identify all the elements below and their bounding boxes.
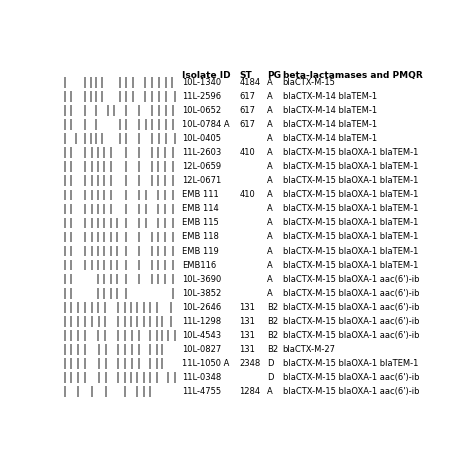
Text: 2348: 2348 bbox=[239, 359, 261, 368]
Text: blaCTX-M-15: blaCTX-M-15 bbox=[283, 78, 336, 87]
Text: A: A bbox=[267, 162, 273, 171]
Text: 410: 410 bbox=[239, 191, 255, 200]
Text: blaCTX-M-15 blaOXA-1 blaTEM-1: blaCTX-M-15 blaOXA-1 blaTEM-1 bbox=[283, 148, 418, 157]
Text: blaCTX-M-15 blaOXA-1 blaTEM-1: blaCTX-M-15 blaOXA-1 blaTEM-1 bbox=[283, 261, 418, 270]
Text: A: A bbox=[267, 106, 273, 115]
Text: blaCTX-M-15 blaOXA-1 blaTEM-1: blaCTX-M-15 blaOXA-1 blaTEM-1 bbox=[283, 191, 418, 200]
Text: B2: B2 bbox=[267, 345, 278, 354]
Text: 617: 617 bbox=[239, 120, 255, 129]
Text: blaCTX-M-15 blaOXA-1 aac(6')-ib: blaCTX-M-15 blaOXA-1 aac(6')-ib bbox=[283, 317, 419, 326]
Text: A: A bbox=[267, 204, 273, 213]
Text: 10L-3852: 10L-3852 bbox=[182, 289, 221, 298]
Text: 10L-0652: 10L-0652 bbox=[182, 106, 221, 115]
Text: EMB 118: EMB 118 bbox=[182, 233, 219, 241]
Text: blaCTX-M-15 blaOXA-1 blaTEM-1: blaCTX-M-15 blaOXA-1 blaTEM-1 bbox=[283, 219, 418, 228]
Text: 131: 131 bbox=[239, 345, 255, 354]
Text: A: A bbox=[267, 134, 273, 143]
Text: 11L-0348: 11L-0348 bbox=[182, 373, 221, 382]
Text: blaCTX-M-15 blaOXA-1 blaTEM-1: blaCTX-M-15 blaOXA-1 blaTEM-1 bbox=[283, 176, 418, 185]
Text: B2: B2 bbox=[267, 331, 278, 340]
Text: 410: 410 bbox=[239, 148, 255, 157]
Text: A: A bbox=[267, 176, 273, 185]
Text: 10L-1340: 10L-1340 bbox=[182, 78, 221, 87]
Text: blaCTX-M-14 blaTEM-1: blaCTX-M-14 blaTEM-1 bbox=[283, 134, 377, 143]
Text: A: A bbox=[267, 78, 273, 87]
Text: blaCTX-M-15 blaOXA-1 aac(6')-ib: blaCTX-M-15 blaOXA-1 aac(6')-ib bbox=[283, 373, 419, 382]
Text: blaCTX-M-15 blaOXA-1 aac(6')-ib: blaCTX-M-15 blaOXA-1 aac(6')-ib bbox=[283, 303, 419, 312]
Text: A: A bbox=[267, 274, 273, 283]
Text: blaCTX-M-15 blaOXA-1 aac(6')-ib: blaCTX-M-15 blaOXA-1 aac(6')-ib bbox=[283, 274, 419, 283]
Text: A: A bbox=[267, 92, 273, 101]
Text: EMB 119: EMB 119 bbox=[182, 246, 219, 255]
Text: EMB 114: EMB 114 bbox=[182, 204, 219, 213]
Text: EMB 115: EMB 115 bbox=[182, 219, 219, 228]
Text: A: A bbox=[267, 219, 273, 228]
Text: 131: 131 bbox=[239, 331, 255, 340]
Text: A: A bbox=[267, 387, 273, 396]
Text: 617: 617 bbox=[239, 106, 255, 115]
Text: beta-lactamases and PMQR: beta-lactamases and PMQR bbox=[283, 71, 422, 80]
Text: B2: B2 bbox=[267, 303, 278, 312]
Text: blaCTX-M-15 blaOXA-1 blaTEM-1: blaCTX-M-15 blaOXA-1 blaTEM-1 bbox=[283, 246, 418, 255]
Text: 11L-4755: 11L-4755 bbox=[182, 387, 221, 396]
Text: blaCTX-M-15 blaOXA-1 blaTEM-1: blaCTX-M-15 blaOXA-1 blaTEM-1 bbox=[283, 359, 418, 368]
Text: blaCTX-M-14 blaTEM-1: blaCTX-M-14 blaTEM-1 bbox=[283, 92, 377, 101]
Text: EMB116: EMB116 bbox=[182, 261, 216, 270]
Text: Isolate ID: Isolate ID bbox=[182, 71, 230, 80]
Text: A: A bbox=[267, 289, 273, 298]
Text: 10L-4543: 10L-4543 bbox=[182, 331, 221, 340]
Text: D: D bbox=[267, 359, 273, 368]
Text: blaCTX-M-14 blaTEM-1: blaCTX-M-14 blaTEM-1 bbox=[283, 120, 377, 129]
Text: blaCTX-M-14 blaTEM-1: blaCTX-M-14 blaTEM-1 bbox=[283, 106, 377, 115]
Text: 11L-1050 A: 11L-1050 A bbox=[182, 359, 229, 368]
Text: A: A bbox=[267, 261, 273, 270]
Text: A: A bbox=[267, 148, 273, 157]
Text: blaCTX-M-15 blaOXA-1 aac(6')-ib: blaCTX-M-15 blaOXA-1 aac(6')-ib bbox=[283, 289, 419, 298]
Text: 11L-1298: 11L-1298 bbox=[182, 317, 221, 326]
Text: 10L-0405: 10L-0405 bbox=[182, 134, 221, 143]
Text: PG: PG bbox=[267, 71, 281, 80]
Text: 12L-0659: 12L-0659 bbox=[182, 162, 221, 171]
Text: A: A bbox=[267, 120, 273, 129]
Text: blaCTX-M-15 blaOXA-1 aac(6')-ib: blaCTX-M-15 blaOXA-1 aac(6')-ib bbox=[283, 387, 419, 396]
Text: 4184: 4184 bbox=[239, 78, 260, 87]
Text: blaCTX-M-15 blaOXA-1 blaTEM-1: blaCTX-M-15 blaOXA-1 blaTEM-1 bbox=[283, 233, 418, 241]
Text: blaCTX-M-27: blaCTX-M-27 bbox=[283, 345, 336, 354]
Text: 131: 131 bbox=[239, 303, 255, 312]
Text: 10L-0784 A: 10L-0784 A bbox=[182, 120, 229, 129]
Text: 10L-2646: 10L-2646 bbox=[182, 303, 221, 312]
Text: blaCTX-M-15 blaOXA-1 blaTEM-1: blaCTX-M-15 blaOXA-1 blaTEM-1 bbox=[283, 204, 418, 213]
Text: 11L-2603: 11L-2603 bbox=[182, 148, 221, 157]
Text: B2: B2 bbox=[267, 317, 278, 326]
Text: 12L-0671: 12L-0671 bbox=[182, 176, 221, 185]
Text: 617: 617 bbox=[239, 92, 255, 101]
Text: blaCTX-M-15 blaOXA-1 blaTEM-1: blaCTX-M-15 blaOXA-1 blaTEM-1 bbox=[283, 162, 418, 171]
Text: ST: ST bbox=[239, 71, 252, 80]
Text: 11L-2596: 11L-2596 bbox=[182, 92, 221, 101]
Text: 10L-0827: 10L-0827 bbox=[182, 345, 221, 354]
Text: EMB 111: EMB 111 bbox=[182, 191, 219, 200]
Text: blaCTX-M-15 blaOXA-1 aac(6')-ib: blaCTX-M-15 blaOXA-1 aac(6')-ib bbox=[283, 331, 419, 340]
Text: 131: 131 bbox=[239, 317, 255, 326]
Text: A: A bbox=[267, 233, 273, 241]
Text: A: A bbox=[267, 246, 273, 255]
Text: 1284: 1284 bbox=[239, 387, 260, 396]
Text: A: A bbox=[267, 191, 273, 200]
Text: D: D bbox=[267, 373, 273, 382]
Text: 10L-3690: 10L-3690 bbox=[182, 274, 221, 283]
